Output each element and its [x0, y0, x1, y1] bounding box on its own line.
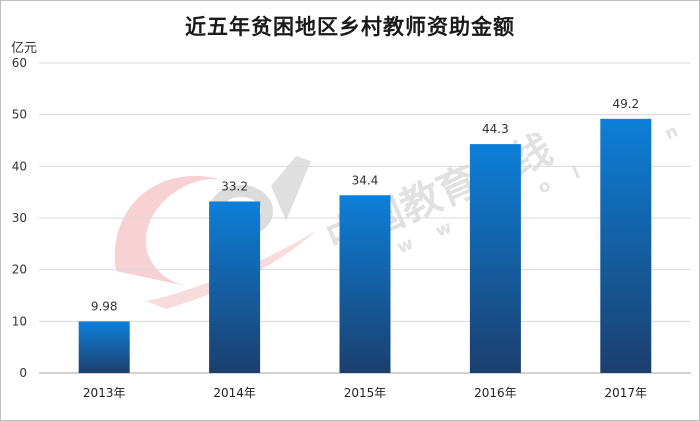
y-tick-label: 60: [12, 56, 27, 70]
y-tick-label: 30: [12, 211, 27, 225]
y-axis: 0 10 20 30 40 50 60: [12, 56, 27, 380]
y-tick-label: 0: [19, 366, 27, 380]
bar: [469, 144, 521, 373]
chart-title: 近五年贫困地区乡村教师资助金额: [185, 14, 515, 39]
data-label: 34.4: [352, 173, 379, 187]
bar: [209, 201, 261, 373]
y-tick-label: 20: [12, 263, 27, 277]
y-tick-label: 10: [12, 314, 27, 328]
x-axis: 2013年 2014年 2015年 2016年 2017年: [83, 386, 647, 400]
data-labels: 9.98 33.2 34.4 44.3 49.2: [91, 97, 639, 314]
y-unit-label: 亿元: [11, 41, 38, 56]
bar: [600, 118, 652, 373]
data-label: 49.2: [612, 97, 639, 111]
x-tick-label: 2014年: [213, 386, 256, 400]
bar: [78, 321, 130, 373]
bar: [339, 195, 391, 373]
data-label: 44.3: [482, 122, 509, 136]
x-tick-label: 2013年: [83, 386, 126, 400]
x-tick-label: 2016年: [474, 386, 517, 400]
x-tick-label: 2017年: [605, 386, 648, 400]
x-tick-label: 2015年: [344, 386, 387, 400]
y-tick-label: 50: [12, 108, 27, 122]
data-label: 33.2: [221, 179, 248, 193]
data-label: 9.98: [91, 299, 118, 313]
y-tick-label: 40: [12, 159, 27, 173]
bars: [78, 118, 652, 373]
